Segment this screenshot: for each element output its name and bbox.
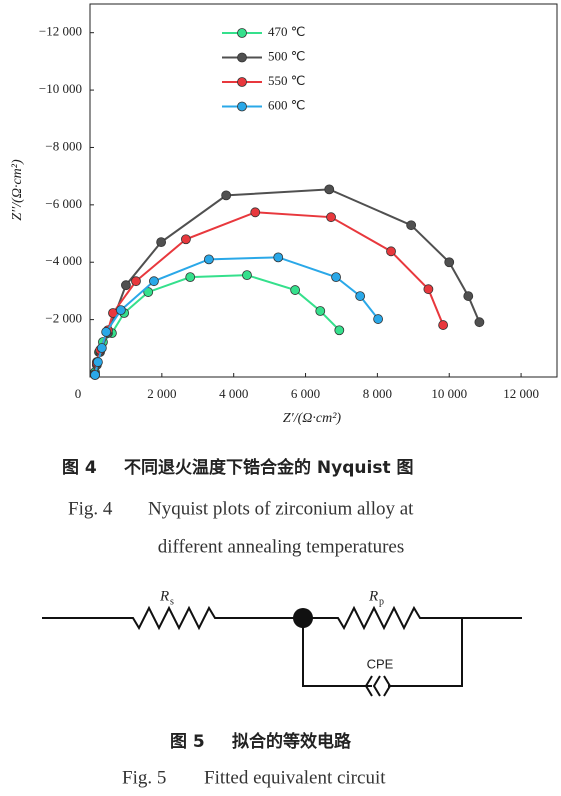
data-point xyxy=(96,343,107,353)
legend-label: 470 ℃ xyxy=(268,24,305,39)
data-point xyxy=(326,212,336,223)
data-point xyxy=(149,276,159,287)
figure-label-en: Fig. 5 xyxy=(122,767,166,788)
x-tick-label: 2 000 xyxy=(147,386,176,401)
data-point xyxy=(373,314,384,324)
data-point xyxy=(115,305,126,316)
y-tick-label: −6 000 xyxy=(45,196,82,211)
data-point xyxy=(181,234,191,245)
legend-marker xyxy=(237,52,247,63)
figure-label-cn: 图 4 xyxy=(62,458,97,478)
legend-label: 500 ℃ xyxy=(268,48,305,63)
data-point xyxy=(143,287,154,297)
y-tick-label: −4 000 xyxy=(45,253,82,268)
data-point xyxy=(90,370,100,380)
x-tick-label: 8 000 xyxy=(363,386,392,401)
figure-title-cn: 不同退火温度下锆合金的 Nyquist 图 xyxy=(124,457,414,478)
cpe-label: CPE xyxy=(367,656,394,671)
rp-subscript: p xyxy=(379,596,384,607)
data-point xyxy=(221,190,232,201)
figure-title-cn: 拟合的等效电路 xyxy=(232,731,352,752)
data-point xyxy=(444,257,455,268)
figure-label-en: Fig. 4 xyxy=(68,498,113,519)
x-tick-label: 4 000 xyxy=(219,386,248,401)
legend-label: 550 ℃ xyxy=(268,73,305,88)
y-axis-title: Z′′/(Ω·cm²) xyxy=(10,159,25,221)
plot-frame xyxy=(89,3,558,378)
data-point xyxy=(121,280,131,291)
data-point xyxy=(290,285,301,295)
data-point xyxy=(334,325,345,336)
figure-title-en: different annealing temperatures xyxy=(158,536,405,557)
figure-title-en: Nyquist plots of zirconium alloy at xyxy=(148,498,414,519)
data-point xyxy=(242,270,252,281)
data-point xyxy=(386,246,396,257)
data-point xyxy=(315,306,326,316)
x-tick-label: 12 000 xyxy=(503,386,539,401)
data-point xyxy=(324,184,335,195)
circuit: R s R p CPE xyxy=(42,588,522,697)
x-tick-label: 0 xyxy=(75,386,82,401)
data-point xyxy=(273,252,284,263)
data-point xyxy=(250,207,261,218)
data-point xyxy=(204,254,214,265)
data-point xyxy=(423,284,434,295)
legend-marker xyxy=(237,77,247,87)
legend-label: 600 ℃ xyxy=(268,97,305,112)
x-axis-title: Z′/(Ω·cm²) xyxy=(283,411,342,426)
data-point xyxy=(156,237,167,248)
rp-label: R xyxy=(368,588,378,604)
data-point xyxy=(474,317,485,328)
circuit-branch xyxy=(302,618,463,687)
legend-marker xyxy=(237,28,247,38)
circuit-wire xyxy=(42,605,522,631)
cpe-symbol xyxy=(364,675,392,697)
legend-marker xyxy=(237,101,247,112)
data-point xyxy=(438,320,449,330)
figure-title-en: Fitted equivalent circuit xyxy=(204,767,386,788)
data-point xyxy=(101,327,112,337)
y-tick-label: −12 000 xyxy=(39,24,82,39)
y-tick-label: −8 000 xyxy=(45,138,82,153)
data-point xyxy=(406,220,417,231)
rs-label: R xyxy=(159,588,169,604)
data-point xyxy=(355,291,366,301)
x-tick-label: 10 000 xyxy=(431,386,467,401)
data-point xyxy=(331,272,341,283)
node xyxy=(293,608,313,628)
data-point xyxy=(185,272,196,283)
data-point xyxy=(463,291,474,301)
series-line xyxy=(94,274,341,373)
y-tick-label: −10 000 xyxy=(39,81,82,96)
data-point xyxy=(131,276,141,287)
rs-subscript: s xyxy=(170,596,174,607)
data-point xyxy=(93,357,103,367)
figure-label-cn: 图 5 xyxy=(170,732,205,752)
x-tick-label: 6 000 xyxy=(291,386,320,401)
y-tick-label: −2 000 xyxy=(45,311,82,326)
